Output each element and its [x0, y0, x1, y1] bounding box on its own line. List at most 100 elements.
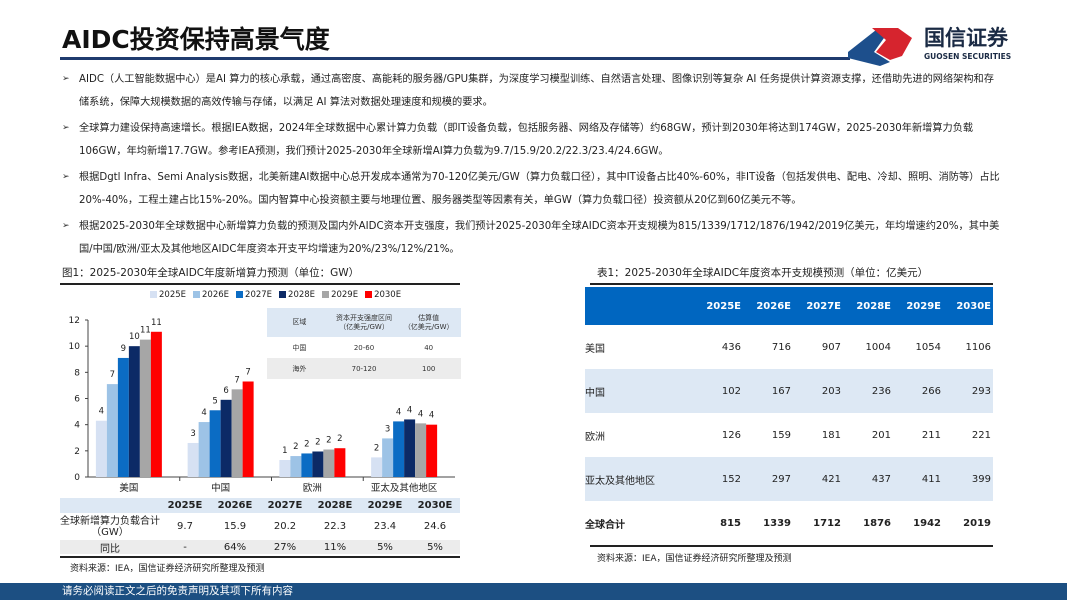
guosen-logo-icon [848, 28, 912, 66]
bar [426, 424, 438, 477]
legend-item: 2025E [150, 290, 186, 300]
capex-cell: 437 [871, 473, 891, 485]
capex-cell: 152 [721, 473, 741, 485]
data-label: 2 [293, 442, 298, 452]
capex-cell: 181 [821, 429, 841, 441]
capex-cell: 221 [971, 429, 991, 441]
capex-row: 美国 436 716 907 1004 1054 1106 [585, 325, 993, 369]
bar [117, 357, 129, 477]
table1-rule [590, 283, 993, 285]
bar [334, 448, 346, 477]
capex-cell: 421 [821, 473, 841, 485]
capex-header-cell: 2027E [806, 300, 841, 312]
capex-cell: 1004 [865, 341, 891, 353]
bullet-list: ➢ AIDC（人工智能数据中心）是AI 算力的核心承载，通过高密度、高能耗的服务器… [62, 68, 1002, 264]
company-logo: 国信证券 GUOSEN SECURITIES [846, 22, 1056, 66]
legend-item: 2026E [193, 290, 229, 300]
capex-cell: 159 [771, 429, 791, 441]
gw-table-row: 全球新增算力负载合计（GW） 9.7 15.9 20.2 22.3 23.4 24.6 [60, 513, 460, 540]
data-label: 3 [190, 429, 195, 439]
inset-header-cell: 估算值 （亿美元/GW） [403, 313, 454, 331]
legend-item: 2030E [365, 290, 401, 300]
bar [301, 453, 313, 477]
title-rule [60, 57, 850, 60]
capex-cell: 167 [771, 385, 791, 397]
bar [150, 331, 162, 477]
x-category-label: 欧洲 [303, 482, 322, 494]
bar [198, 422, 210, 477]
page-title: AIDC投资保持高景气度 [62, 25, 330, 54]
bullet-text: 根据2025-2030年全球数据中心新增算力负载的预测及国内外AIDC资本开支强… [79, 221, 1000, 255]
bar [290, 456, 302, 477]
bar [323, 449, 335, 477]
gw-cell: 27% [273, 541, 297, 553]
gw-cell: 5% [427, 541, 443, 553]
bullet-item: ➢ AIDC（人工智能数据中心）是AI 算力的核心承载，通过高密度、高能耗的服务器… [62, 68, 1002, 114]
gw-header-cell: 2030E [417, 500, 453, 511]
bar [220, 399, 232, 477]
capex-cell: 436 [721, 341, 741, 353]
y-tick-label: 2 [74, 447, 80, 457]
legend-label: 2029E [331, 290, 359, 300]
gw-header-cell: 2029E [367, 500, 403, 511]
gw-cell: 22.3 [323, 521, 347, 532]
legend-swatch [236, 291, 244, 298]
legend-label: 2027E [245, 290, 273, 300]
bar [279, 459, 291, 477]
capex-cell: 211 [921, 429, 941, 441]
inset-table: 区域 资本开支强度区间 （亿美元/GW） 估算值 （亿美元/GW） 中国 20-60 40… [267, 308, 461, 379]
legend-label: 2026E [202, 290, 230, 300]
capex-header-cell: 2026E [756, 300, 791, 312]
gw-header-cell: 2027E [267, 500, 303, 511]
capex-header-cell: 2028E [856, 300, 891, 312]
capex-cell: 201 [871, 429, 891, 441]
data-label: 2 [337, 434, 342, 444]
bar [371, 457, 383, 477]
data-label: 4 [418, 409, 423, 419]
gw-cell: 23.4 [373, 521, 397, 532]
capex-cell: 102 [721, 385, 741, 397]
capex-header-row: 2025E 2026E 2027E 2028E 2029E 2030E [585, 287, 993, 325]
capex-cell: 中国 [585, 387, 605, 399]
legend-item: 2029E [322, 290, 358, 300]
table1-bottom-rule [590, 545, 993, 547]
data-label: 1 [282, 446, 287, 456]
figure1-rule [60, 283, 460, 285]
legend-item: 2027E [236, 290, 272, 300]
inset-cell: 海外 [292, 364, 307, 373]
inset-row: 海外 70-120 100 [267, 358, 461, 379]
gw-header-cell: 2026E [217, 500, 253, 511]
chart-legend: 2025E 2026E 2027E 2028E 2029E 2030E [150, 290, 401, 300]
capex-cell: 266 [921, 385, 941, 397]
y-tick-label: 8 [74, 368, 80, 378]
gw-cell: 15.9 [223, 521, 247, 532]
bar [242, 381, 254, 477]
capex-cell: 美国 [585, 343, 605, 355]
bar [128, 346, 140, 477]
gw-cell: - [183, 541, 187, 553]
legend-swatch [150, 291, 157, 298]
data-label: 6 [223, 386, 228, 396]
x-category-label: 中国 [211, 482, 230, 494]
data-label: 7 [110, 370, 115, 380]
capex-cell: 203 [821, 385, 841, 397]
inset-header-cell: 区域 [292, 318, 307, 326]
data-label: 11 [151, 318, 162, 328]
bullet-text: AIDC（人工智能数据中心）是AI 算力的核心承载，通过高密度、高能耗的服务器/… [79, 74, 994, 108]
legend-swatch [193, 291, 201, 298]
arrow-bullet-icon: ➢ [62, 123, 70, 133]
capex-cell: 全球合计 [585, 519, 625, 531]
gw-header-cell: 2028E [317, 500, 353, 511]
capex-row: 欧洲 126 159 181 201 211 221 [585, 413, 993, 457]
gw-table-row: 同比 - 64% 27% 11% 5% 5% [60, 540, 460, 555]
capex-row: 亚太及其他地区 152 297 421 437 411 399 [585, 457, 993, 501]
data-label: 7 [234, 375, 239, 385]
capex-cell: 欧洲 [585, 431, 605, 443]
arrow-bullet-icon: ➢ [62, 221, 70, 231]
capex-cell: 293 [971, 385, 991, 397]
capex-header-cell: 2030E [956, 300, 991, 312]
capex-table: 2025E 2026E 2027E 2028E 2029E 2030E 美国 436 716 90… [585, 287, 993, 545]
bar [209, 410, 221, 477]
bar [382, 438, 394, 477]
capex-cell: 1339 [763, 517, 791, 529]
